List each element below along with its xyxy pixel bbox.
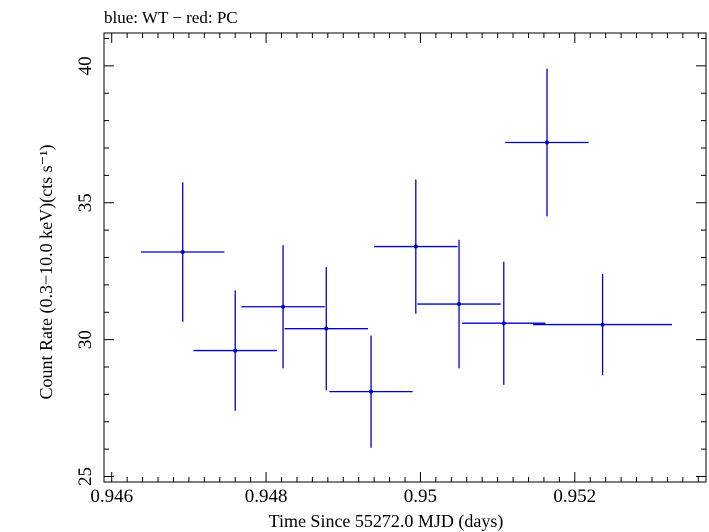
point-marker — [413, 244, 418, 249]
x-axis-ticks — [111, 33, 699, 482]
data-point — [533, 273, 673, 376]
y-axis-ticks — [104, 37, 706, 478]
point-marker — [233, 348, 238, 353]
y-tick-label: 35 — [75, 193, 96, 212]
data-point — [141, 182, 225, 322]
x-tick-label: 0.95 — [404, 486, 437, 507]
data-point — [241, 245, 325, 369]
point-marker — [180, 250, 185, 255]
x-axis-tick-labels: 0.946 0.948 0.95 0.952 — [90, 486, 596, 507]
data-point — [417, 239, 501, 369]
point-marker — [324, 326, 329, 331]
x-tick-label: 0.946 — [90, 486, 133, 507]
data-point — [462, 261, 546, 385]
x-axis-label: Time Since 55272.0 MJD (days) — [269, 511, 504, 532]
y-tick-label: 25 — [75, 467, 96, 486]
data-point — [505, 68, 589, 217]
point-marker — [281, 304, 286, 309]
y-axis-tick-labels: 25 30 35 40 — [75, 56, 96, 486]
chart-title: blue: WT − red: PC — [104, 8, 238, 27]
data-point — [284, 267, 368, 391]
x-tick-label: 0.948 — [245, 486, 288, 507]
plot-frame — [103, 32, 707, 483]
x-tick-label: 0.952 — [553, 486, 596, 507]
data-point — [374, 179, 458, 314]
point-marker — [600, 322, 605, 327]
data-series — [141, 68, 673, 448]
point-marker — [501, 321, 506, 326]
point-marker — [457, 302, 462, 307]
y-tick-label: 40 — [75, 56, 96, 75]
point-marker — [369, 389, 374, 394]
point-marker — [545, 140, 550, 145]
data-point — [193, 290, 277, 411]
y-axis-label: Count Rate (0.3−10.0 keV)(cts s⁻¹) — [36, 144, 57, 399]
data-point — [329, 335, 413, 448]
y-tick-label: 30 — [75, 330, 96, 349]
